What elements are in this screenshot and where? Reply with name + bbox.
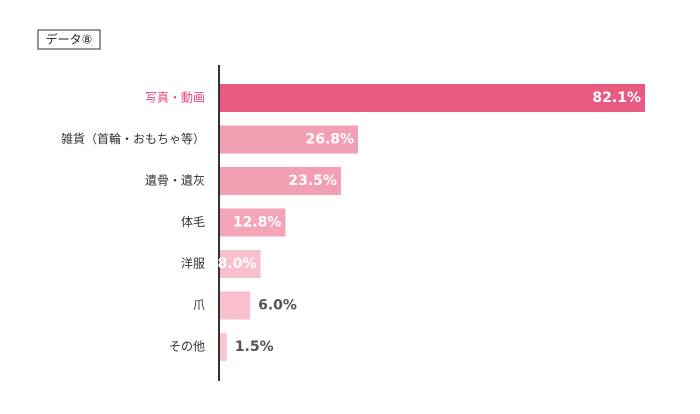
chart-title: データ⑧	[46, 32, 93, 47]
value-label: 26.8%	[305, 132, 354, 148]
value-label: 1.5%	[235, 339, 274, 355]
bar	[220, 125, 359, 154]
bar	[220, 291, 251, 320]
value-label: 12.8%	[233, 215, 282, 231]
category-label: 洋服	[181, 256, 205, 271]
bar	[220, 333, 227, 361]
category-label: 雑貨（首輪・おもちゃ等）	[61, 131, 205, 146]
category-label: 体毛	[181, 215, 205, 229]
category-label: 爪	[193, 298, 205, 312]
value-label: 23.5%	[288, 173, 337, 189]
value-label: 8.0%	[218, 256, 257, 272]
category-label: 遺骨・遺灰	[145, 173, 205, 188]
bar	[220, 208, 286, 237]
bar	[220, 84, 645, 112]
title-box	[37, 29, 101, 50]
value-label: 6.0%	[258, 298, 297, 314]
category-label: その他	[169, 340, 205, 354]
category-label: 写真・動画	[145, 91, 205, 105]
bar	[220, 167, 341, 195]
bar	[220, 250, 261, 278]
value-label: 82.1%	[592, 90, 641, 106]
